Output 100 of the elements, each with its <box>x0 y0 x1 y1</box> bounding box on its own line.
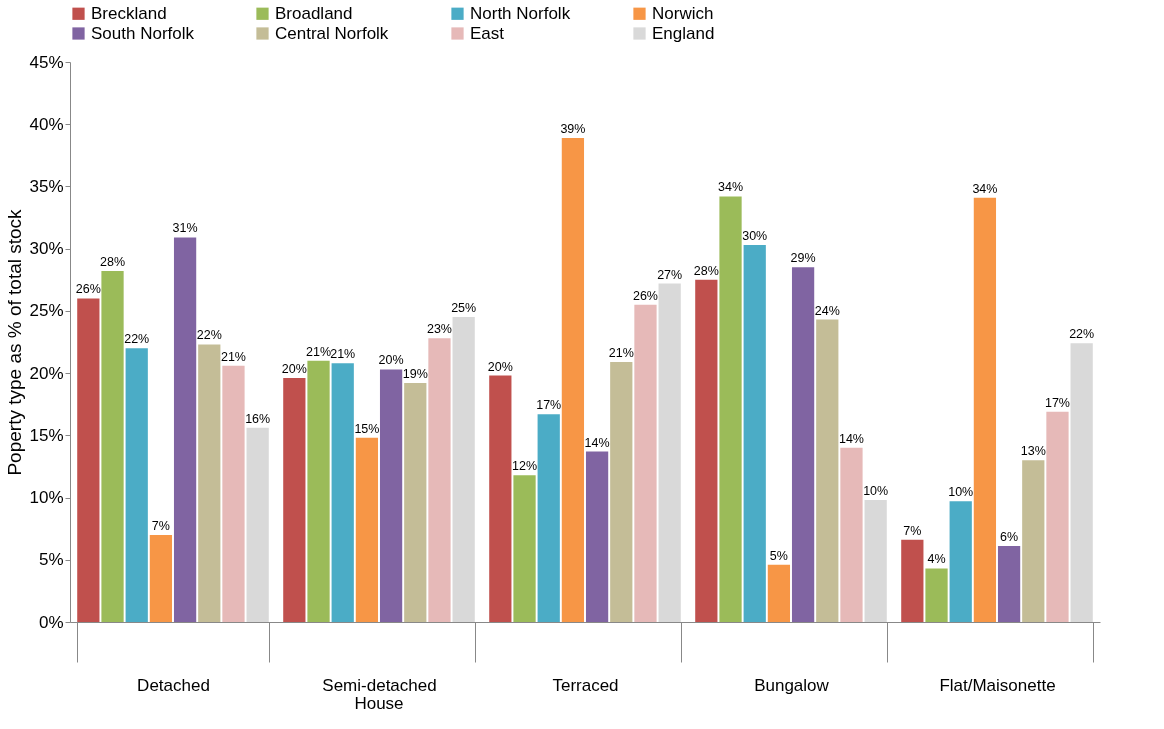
bar <box>77 298 100 622</box>
bar <box>537 414 560 622</box>
bar <box>658 283 681 622</box>
y-tick-label: 0% <box>38 612 64 632</box>
bar <box>246 427 269 622</box>
data-label: 10% <box>863 484 889 499</box>
x-tick-label: Flat/Maisonette <box>939 675 1056 695</box>
data-label: 4% <box>927 552 946 567</box>
bar <box>791 267 815 622</box>
bar <box>379 369 403 622</box>
data-label: 7% <box>151 518 170 533</box>
y-tick-label: 35% <box>29 176 64 196</box>
bar <box>513 475 536 622</box>
legend-label: East <box>470 23 505 43</box>
legend-label: Broadland <box>275 3 353 23</box>
data-label: 5% <box>769 548 788 563</box>
data-label: 22% <box>1069 327 1095 342</box>
data-label: 21% <box>220 349 246 364</box>
bar <box>222 365 245 622</box>
data-label: 34% <box>972 181 998 196</box>
bar <box>610 361 633 622</box>
data-label: 21% <box>306 344 332 359</box>
data-label: 14% <box>584 435 610 450</box>
y-tick-label: 10% <box>29 488 64 508</box>
data-label: 12% <box>512 459 538 474</box>
bar <box>949 501 972 622</box>
data-label: 25% <box>451 301 477 316</box>
legend-label: North Norfolk <box>470 3 571 23</box>
data-label: 17% <box>536 398 562 413</box>
bar <box>767 564 791 622</box>
data-label: 17% <box>1044 395 1070 410</box>
data-label: 10% <box>948 485 974 500</box>
bar <box>125 348 148 622</box>
data-label: 21% <box>608 345 634 360</box>
data-label: 20% <box>378 353 404 368</box>
y-tick-label: 30% <box>29 239 64 259</box>
bar <box>355 437 379 622</box>
data-label: 20% <box>487 359 513 374</box>
legend-label: South Norfolk <box>91 23 195 43</box>
bar <box>1022 460 1045 622</box>
legend-label: Norwich <box>652 3 714 23</box>
x-tick-label: Semi-detached <box>322 675 437 695</box>
y-tick-label: 25% <box>29 301 64 321</box>
bar <box>149 534 173 622</box>
x-tick-label: Bungalow <box>754 675 830 695</box>
bar <box>1046 411 1069 622</box>
legend-label: England <box>652 23 715 43</box>
data-label: 26% <box>75 282 101 297</box>
bar <box>198 344 221 622</box>
text: House <box>354 694 404 713</box>
bar <box>840 447 863 622</box>
y-tick-label: 15% <box>29 425 64 445</box>
data-label: 15% <box>354 421 380 436</box>
data-label: 6% <box>1000 530 1019 545</box>
bar <box>452 317 475 622</box>
y-axis-title: Poperty type as % of total stock <box>4 208 26 476</box>
data-label: 28% <box>100 255 126 270</box>
bar <box>101 271 124 622</box>
data-label: 39% <box>560 121 586 136</box>
bar <box>695 279 718 622</box>
data-label: 16% <box>245 411 271 426</box>
data-label: 22% <box>196 328 222 343</box>
legend-label: Central Norfolk <box>275 23 389 43</box>
data-label: 23% <box>426 322 452 337</box>
bar <box>283 378 306 622</box>
x-tick-label: Terraced <box>552 675 619 695</box>
data-label: 7% <box>903 523 922 538</box>
data-label: 20% <box>281 362 307 377</box>
data-label: 30% <box>742 228 768 243</box>
bar <box>428 338 451 622</box>
bar <box>307 360 330 622</box>
bar <box>719 196 742 622</box>
bar <box>901 539 924 622</box>
legend-label: Breckland <box>91 3 167 23</box>
bar <box>489 375 512 622</box>
data-label: 22% <box>124 332 150 347</box>
data-label: 21% <box>330 347 356 362</box>
data-label: 31% <box>172 221 198 236</box>
y-tick-label: 45% <box>29 52 64 72</box>
data-label: 13% <box>1020 444 1046 459</box>
bar <box>331 363 354 622</box>
y-tick-label: 20% <box>29 363 64 383</box>
data-label: 19% <box>402 367 428 382</box>
bar <box>561 137 585 622</box>
bar <box>743 244 766 622</box>
data-label: 24% <box>814 303 840 318</box>
data-label: 29% <box>790 251 816 266</box>
data-label: 14% <box>838 431 864 446</box>
bar <box>997 546 1021 622</box>
x-tick-label: Detached <box>137 675 210 695</box>
y-tick-label: 5% <box>38 550 64 570</box>
bar <box>404 383 427 622</box>
data-label: 26% <box>632 288 658 303</box>
bar <box>925 568 948 622</box>
bar <box>585 451 609 622</box>
bar <box>973 197 997 622</box>
data-label: 34% <box>718 180 744 195</box>
bar <box>816 319 839 622</box>
bar <box>634 304 657 622</box>
bar <box>864 500 887 622</box>
